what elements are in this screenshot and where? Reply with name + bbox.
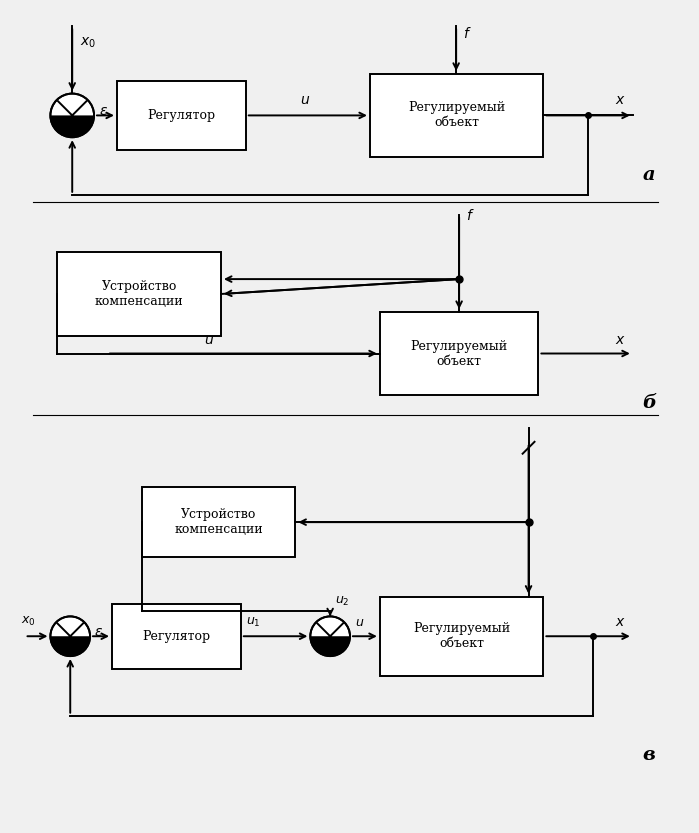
Text: $f$: $f$	[463, 26, 472, 41]
Text: б: б	[642, 394, 657, 412]
Text: Регулируемый
объект: Регулируемый объект	[408, 102, 505, 129]
Text: Устройство
компенсации: Устройство компенсации	[95, 280, 184, 308]
Circle shape	[50, 616, 90, 656]
Circle shape	[310, 616, 350, 656]
Wedge shape	[50, 116, 94, 137]
Text: Регулируемый
объект: Регулируемый объект	[413, 622, 510, 651]
Text: Регулятор: Регулятор	[147, 109, 215, 122]
Text: а: а	[642, 166, 655, 184]
Text: Регулятор: Регулятор	[143, 630, 210, 643]
Text: Регулируемый
объект: Регулируемый объект	[410, 340, 507, 367]
Text: $f$: $f$	[466, 207, 475, 222]
Text: $x_0$: $x_0$	[80, 36, 96, 51]
Text: $x$: $x$	[615, 93, 626, 107]
Wedge shape	[310, 636, 350, 656]
Bar	[380, 596, 543, 676]
Text: $\varepsilon$: $\varepsilon$	[94, 626, 103, 639]
Bar	[370, 74, 543, 157]
Bar	[57, 252, 221, 336]
Circle shape	[50, 93, 94, 137]
Bar	[380, 312, 538, 395]
Bar	[117, 81, 246, 150]
Text: Устройство
компенсации: Устройство компенсации	[174, 508, 263, 536]
Text: $\varepsilon$: $\varepsilon$	[99, 104, 108, 118]
Text: $u$: $u$	[300, 93, 310, 107]
Wedge shape	[50, 636, 90, 656]
Text: $x$: $x$	[615, 616, 626, 629]
Text: $u$: $u$	[203, 332, 214, 347]
Text: $u_2$: $u_2$	[335, 596, 350, 608]
Text: $u_1$: $u_1$	[246, 616, 261, 629]
Bar	[112, 603, 241, 669]
Bar	[142, 487, 296, 557]
Text: $u$: $u$	[355, 616, 364, 629]
Text: $x_0$: $x_0$	[21, 616, 36, 628]
Text: $x$: $x$	[615, 332, 626, 347]
Text: в: в	[642, 746, 656, 764]
